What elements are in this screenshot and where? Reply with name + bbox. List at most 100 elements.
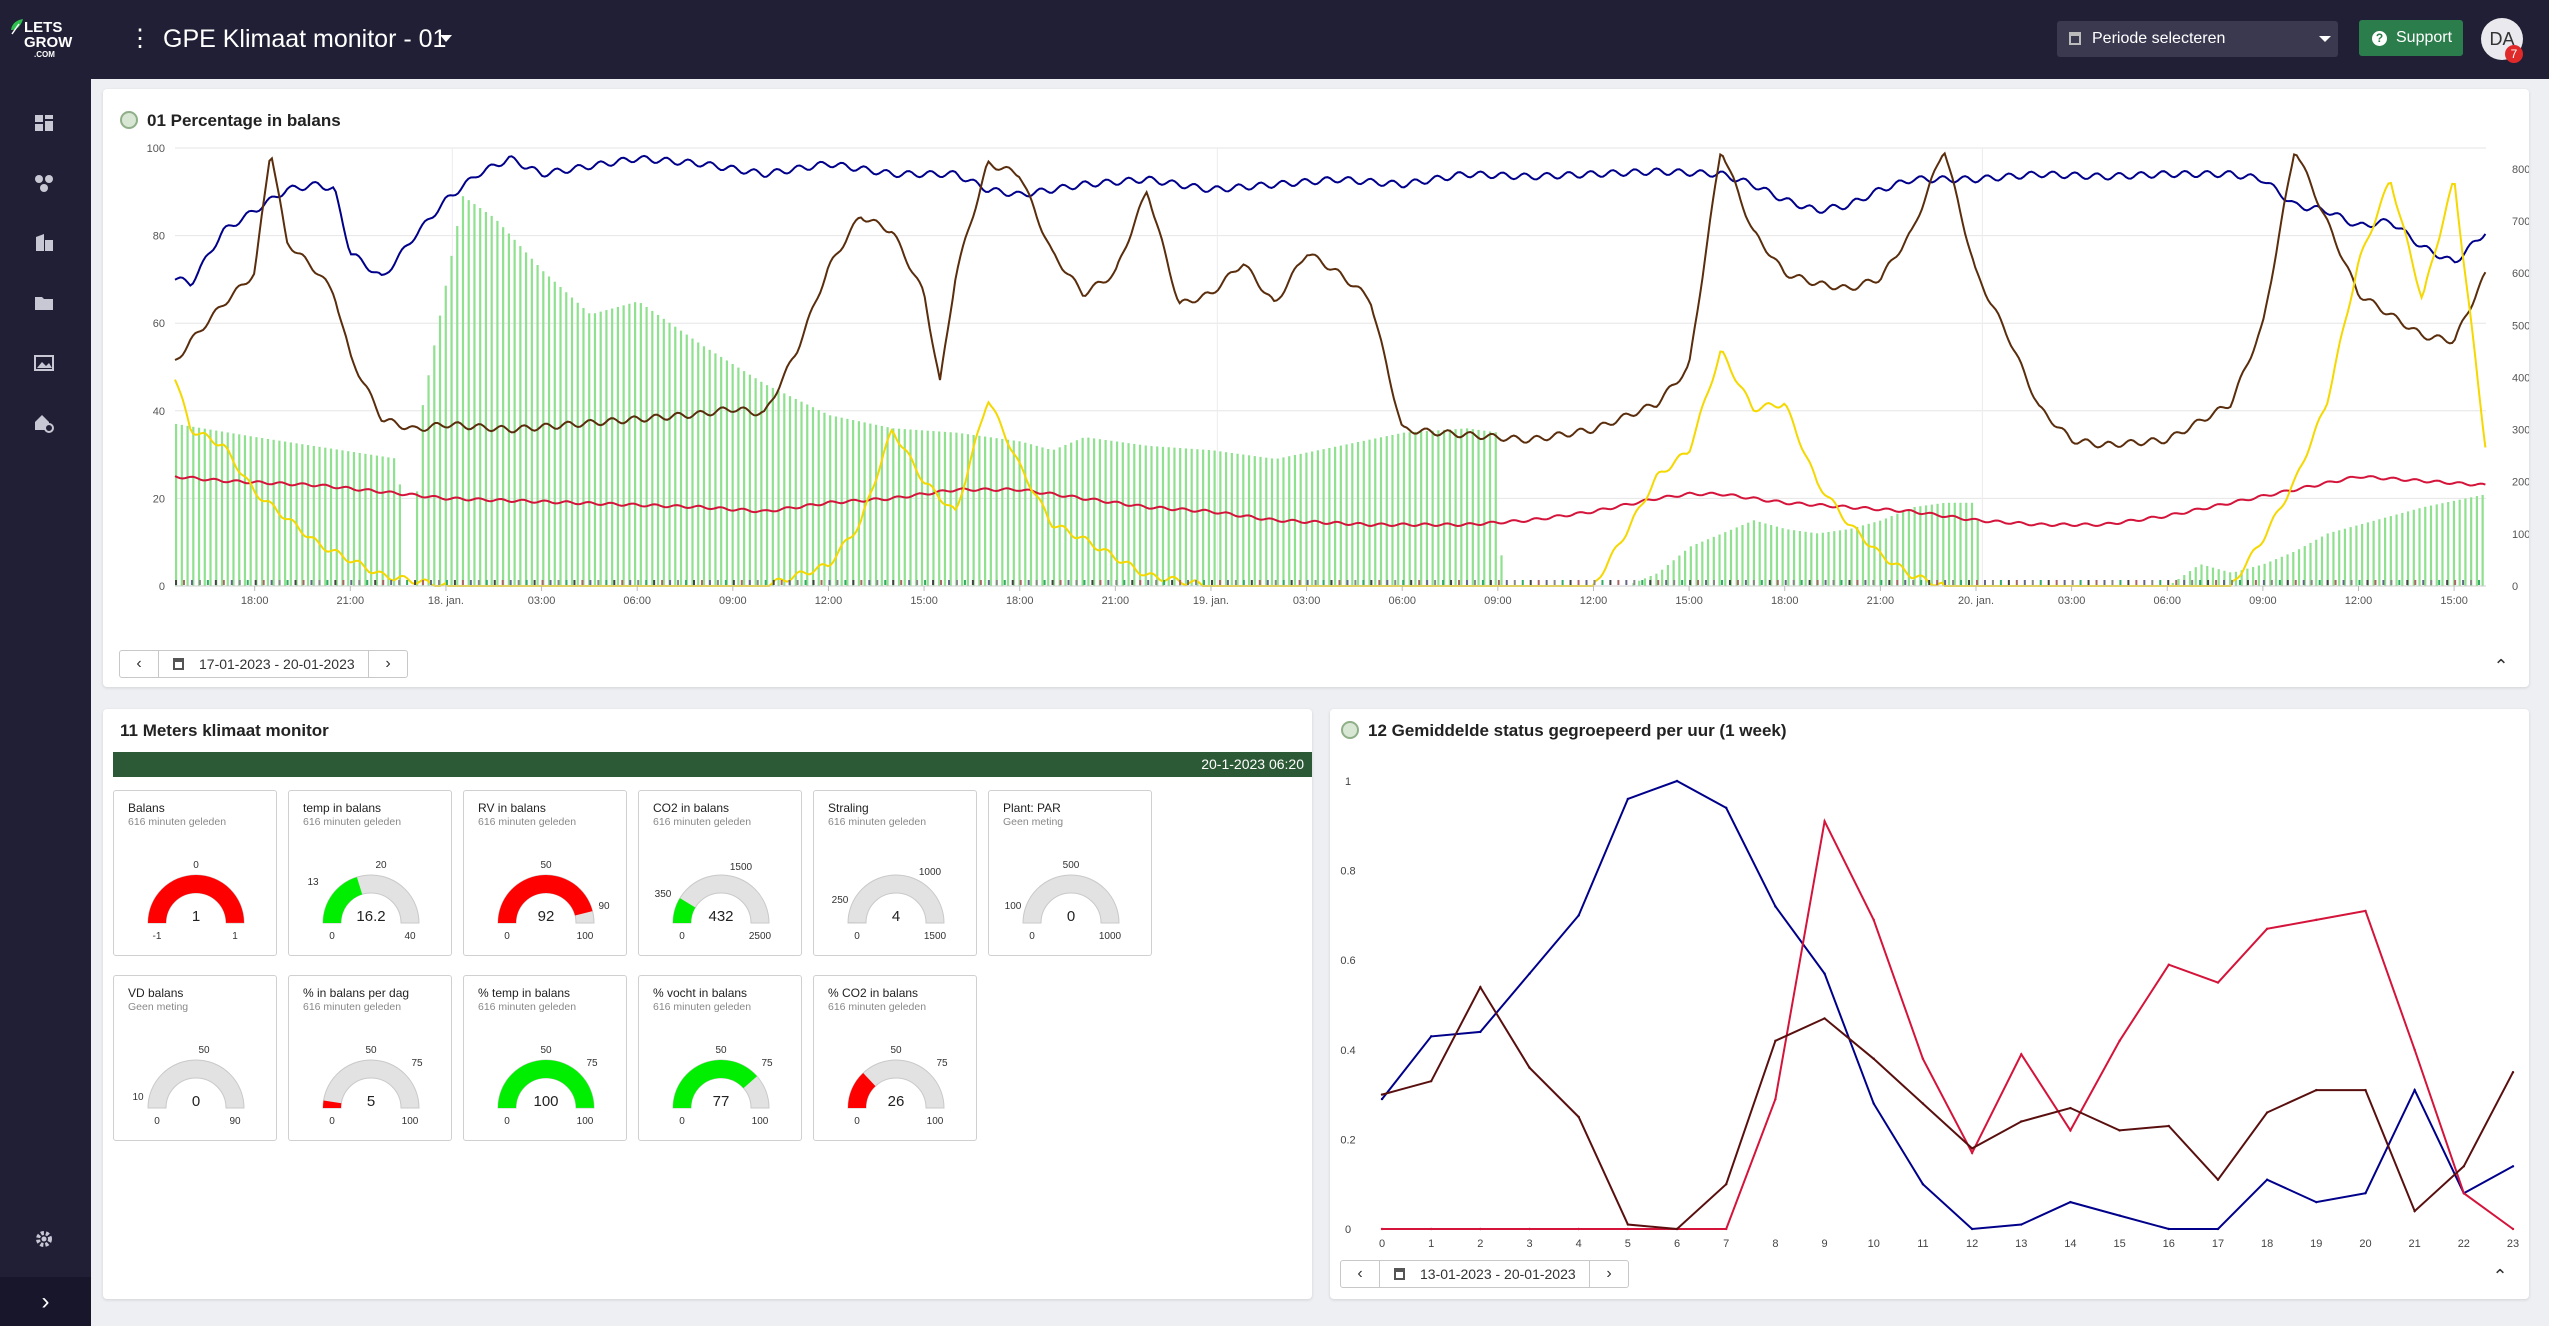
gauge-fill [323,877,363,923]
event-marker [1043,580,1046,585]
folder-icon[interactable] [33,293,55,313]
gear-icon[interactable] [33,1229,55,1249]
balance-bar [765,385,769,586]
event-marker [1322,580,1325,585]
gauge-value: 77 [713,1093,730,1110]
gauge-card[interactable]: % vocht in balans 616 minuten geleden 77 0 1… [638,975,802,1141]
balance-bar [2320,536,2324,586]
gauge-subtitle: Geen meting [1003,816,1064,828]
balance-bar [903,429,906,586]
balance-bar [2309,542,2312,586]
gauge-card[interactable]: Straling 616 minuten geleden 4 0 1500 250 1000 [813,790,977,956]
gauge-card[interactable]: CO2 in balans 616 minuten geleden 432 0 2500… [638,790,802,956]
widget-badge-icon [1341,721,1359,739]
balance-bar [1299,453,1302,586]
gauge-track [322,1059,420,1109]
gauge-tick-label: 75 [586,1058,598,1069]
balance-bar [1775,526,1779,586]
y-tick-label: 1 [1345,776,1351,788]
event-marker [1960,580,1963,585]
event-marker [589,580,592,585]
gauge-card[interactable]: % in balans per dag 616 minuten geleden 5 0… [288,975,452,1141]
support-button[interactable]: ? Support [2359,20,2463,56]
balance-bar [2378,519,2381,586]
event-marker [1075,580,1078,585]
event-marker [1338,580,1341,585]
prev-period-button[interactable]: ‹ [1357,1265,1363,1282]
kebab-menu-icon[interactable]: ⋮ [128,25,152,52]
balance-bar [1494,432,1497,586]
event-marker [692,580,695,585]
percentage-in-balans-chart[interactable]: 0 20 40 60 80 100 0 100 200 300 400 500 600 700 800 18:… [103,144,2529,684]
gauge-title: Straling [828,801,869,815]
event-marker [820,580,823,585]
balance-bar [1965,502,1968,586]
gauge-card[interactable]: VD balans Geen meting 0 0 90 10 50 [113,975,277,1141]
gauge-card[interactable]: Balans 616 minuten geleden 1 -1 1 0 [113,790,277,956]
collapse-chevron-icon[interactable]: ⌃ [2492,1266,2508,1286]
house-gear-icon[interactable] [33,413,55,433]
dashboard-dropdown-caret-icon[interactable] [440,35,452,42]
balance-bar [1804,531,1807,586]
next-period-button[interactable]: › [1606,1265,1612,1282]
event-marker [1537,580,1540,585]
balance-bar [1265,457,1268,586]
event-marker [1832,580,1835,585]
x-tick-label: 4 [1576,1238,1582,1249]
gauge-card[interactable]: % temp in balans 616 minuten geleden 100 0 1… [463,975,627,1141]
balance-bar [1718,534,1721,586]
next-period-button[interactable]: › [385,655,391,672]
event-marker [1402,580,1405,585]
dashboard-title[interactable]: GPE Klimaat monitor - 01 [163,25,447,53]
date-range-picker[interactable]: 17-01-2023 - 20-01-2023 [158,651,369,677]
dashboard-icon[interactable] [33,113,55,133]
gauge-card[interactable]: Plant: PAR Geen meting 0 0 1000 100 500 [988,790,1152,956]
balance-bar [1787,529,1790,586]
series-point [2315,918,2318,922]
nodes-icon[interactable] [33,173,55,193]
period-select[interactable]: Periode selecteren [2057,21,2338,57]
y-right-tick-label: 400 [2512,372,2529,384]
building-icon[interactable] [33,233,55,253]
event-marker [1282,580,1285,585]
event-marker [2159,580,2162,585]
y-right-tick-label: 0 [2512,581,2518,593]
hourly-status-chart[interactable]: 00.20.40.60.810 1 2 3 4 5 6 7 8 9 10 11 12 13 14 15 16 17… [1330,759,2529,1249]
event-marker [2007,580,2010,585]
balance-bar [513,239,516,586]
balance-bar [811,407,815,586]
event-marker [1155,580,1158,585]
event-marker [1027,580,1030,585]
prev-period-button[interactable]: ‹ [136,655,142,672]
event-marker [2254,580,2257,585]
notification-badge[interactable]: 7 [2505,45,2523,63]
gauge-card[interactable]: RV in balans 616 minuten geleden 92 0 100 50 9… [463,790,627,956]
balance-bar [547,276,551,586]
gauge-card[interactable]: temp in balans 616 minuten geleden 16.2 0 40… [288,790,452,956]
balance-bar [886,427,889,586]
balance-bar [616,306,619,586]
event-marker [1147,580,1150,585]
event-marker [390,580,393,585]
image-icon[interactable] [33,353,55,373]
x-tick-label: 5 [1625,1238,1631,1249]
series-point [1921,1102,1925,1105]
x-tick-label: 18:00 [241,595,269,607]
x-tick-label: 21:00 [337,595,365,607]
series-point [1429,1035,1433,1038]
collapse-chevron-icon[interactable]: ⌃ [2493,656,2509,676]
balance-bar [1334,446,1337,586]
gauge-dial: 0 0 90 10 50 [132,1045,245,1127]
event-marker [1298,580,1301,585]
event-marker [469,580,472,585]
letsgrow-logo[interactable]: LETS GROW .COM [10,18,85,64]
series-point [2315,1088,2318,1092]
gauge-card[interactable]: % CO2 in balans 616 minuten geleden 26 0 100… [813,975,977,1141]
balance-bar [232,433,235,586]
series-line-2 [1382,818,2514,1230]
chevron-right-icon[interactable]: › [0,1277,91,1326]
balance-bar [1104,439,1107,586]
event-marker [1370,580,1373,585]
user-avatar[interactable]: DA [2481,18,2523,60]
date-range-picker[interactable]: 13-01-2023 - 20-01-2023 [1379,1261,1590,1287]
